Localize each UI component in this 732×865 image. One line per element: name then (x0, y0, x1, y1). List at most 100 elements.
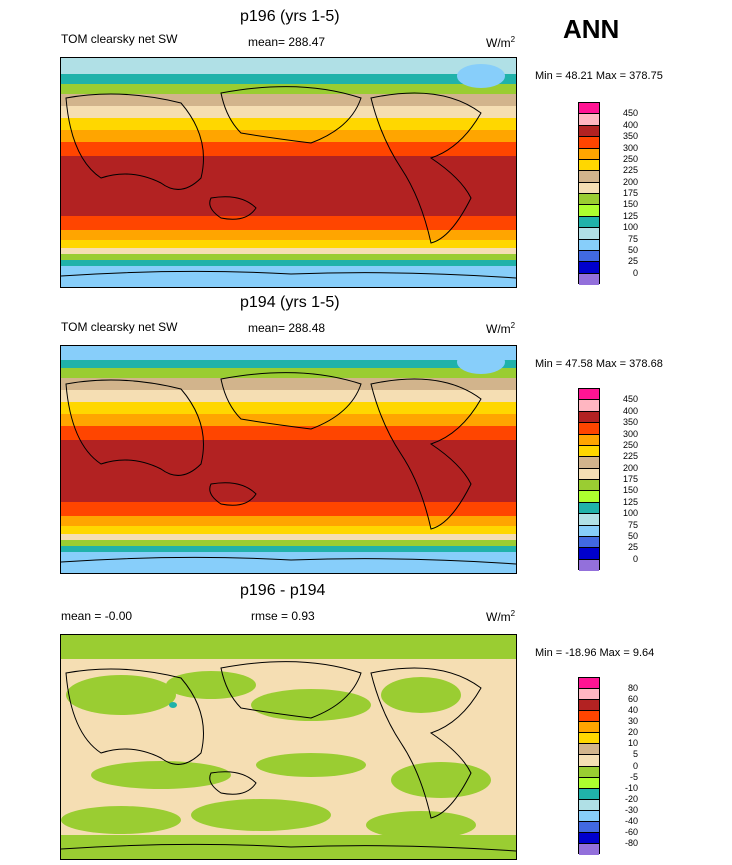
panel2-colorbar-label: 200 (622, 462, 638, 473)
panel1-colorbar-swatch (579, 194, 599, 206)
panel1-colorbar-swatch (579, 273, 599, 285)
panel1-units: W/m2 (486, 35, 516, 50)
panel1-colorbar-swatch (579, 228, 599, 240)
panel3-colorbar-swatch (579, 843, 599, 855)
panel2-title: p194 (yrs 1-5) (240, 294, 340, 311)
panel3-units: W/m2 (486, 609, 516, 624)
panel3-colorbar-label: 30 (627, 716, 638, 727)
panel1-colorbar-label: 400 (622, 119, 638, 130)
panel2-colorbar-swatch (579, 548, 599, 560)
panel2-colorbar-swatch (579, 457, 599, 469)
panel2-colorbar-label: 75 (627, 519, 638, 530)
panel1-minmax: Min = 48.21 Max = 378.75 (535, 70, 663, 82)
panel1-colorbar-label: 100 (622, 222, 638, 233)
panel2-colorbar-swatch (579, 434, 599, 446)
panel3-colorbar-label: -80 (624, 837, 638, 848)
panel1-colorbar-label: 300 (622, 142, 638, 153)
panel3-colorbar-label: -20 (624, 793, 638, 804)
panel1-colorbar-swatch (579, 262, 599, 274)
panel2-colorbar-label: 350 (622, 417, 638, 428)
panel1-mean: mean= 288.47 (248, 35, 326, 49)
panel3-rmse: rmse = 0.93 (251, 609, 315, 623)
panel1-colorbar-swatch (579, 239, 599, 251)
panel2-colorbar-swatch (579, 389, 599, 401)
panel2-colorbar-swatch (579, 514, 599, 526)
panel2-colorbar-label: 0 (632, 553, 638, 564)
panel3-colorbar-swatch (579, 810, 599, 822)
panel1-colorbar-label: 250 (622, 153, 638, 164)
panel2-mean: mean= 288.48 (248, 321, 326, 335)
panel3-colorbar (578, 677, 600, 855)
panel3-colorbar-swatch (579, 832, 599, 844)
panel1-colorbar (578, 102, 600, 285)
panel3-colorbar-swatch (579, 744, 599, 756)
panel1-colorbar-swatch (579, 250, 599, 263)
panel2-field (61, 346, 516, 573)
panel1-colorbar-label: 200 (622, 176, 638, 187)
panel1-variable: TOM clearsky net SW (61, 32, 178, 46)
panel3-colorbar-swatch (579, 777, 599, 789)
panel1-colorbar-swatch (579, 103, 599, 115)
panel3-map (60, 634, 517, 860)
panel3-colorbar-swatch (579, 766, 599, 778)
panel2-variable: TOM clearsky net SW (61, 320, 178, 334)
panel2-colorbar-swatch (579, 502, 599, 515)
panel3-field (61, 635, 516, 859)
panel3-mean: mean = -0.00 (61, 609, 133, 623)
panel2-colorbar-swatch (579, 468, 599, 480)
panel3-colorbar-label: -5 (629, 771, 638, 782)
panel2-colorbar-label: 450 (622, 394, 638, 405)
panel1-colorbar-label: 25 (627, 256, 638, 267)
panel2-colorbar-label: 300 (622, 428, 638, 439)
panel2-colorbar-swatch (579, 525, 599, 537)
panel3-colorbar-label: 20 (627, 727, 638, 738)
panel3-title: p196 - p194 (240, 582, 326, 599)
panel1-colorbar-swatch (579, 137, 599, 149)
panel2-colorbar-label: 400 (622, 405, 638, 416)
panel3-colorbar-label: 5 (632, 749, 638, 760)
panel1-colorbar-label: 150 (622, 199, 638, 210)
panel2-colorbar-label: 225 (622, 451, 638, 462)
panel2-colorbar-swatch (579, 559, 599, 571)
panel3-colorbar-label: -60 (624, 826, 638, 837)
panel3-colorbar-label: 0 (632, 760, 638, 771)
panel2-colorbar-swatch (579, 445, 599, 458)
panel1-colorbar-label: 225 (622, 165, 638, 176)
panel3-minmax: Min = -18.96 Max = 9.64 (535, 647, 655, 659)
panel2-colorbar-swatch (579, 536, 599, 549)
panel3-colorbar-label: 60 (627, 694, 638, 705)
panel2-colorbar-swatch (579, 491, 599, 503)
panel1-colorbar-label: 0 (632, 267, 638, 278)
panel2-colorbar-label: 50 (627, 530, 638, 541)
panel3-colorbar-swatch (579, 755, 599, 767)
panel1-colorbar-label: 50 (627, 244, 638, 255)
panel1-colorbar-label: 350 (622, 131, 638, 142)
panel2-colorbar-label: 100 (622, 508, 638, 519)
panel3-colorbar-label: 10 (627, 738, 638, 749)
panel2-map (60, 345, 517, 574)
panel3-colorbar-swatch (579, 821, 599, 833)
panel3-colorbar-swatch (579, 788, 599, 800)
panel1-colorbar-swatch (579, 171, 599, 183)
panel3-colorbar-swatch (579, 700, 599, 712)
panel3-colorbar-swatch (579, 733, 599, 745)
panel1-colorbar-swatch (579, 182, 599, 194)
panel3-colorbar-label: 80 (627, 683, 638, 694)
panel1-title: p196 (yrs 1-5) (240, 8, 340, 25)
panel1-colorbar-swatch (579, 216, 599, 229)
panel3-colorbar-swatch (579, 678, 599, 690)
panel2-minmax: Min = 47.58 Max = 378.68 (535, 358, 663, 370)
panel3-colorbar-swatch (579, 689, 599, 701)
panel3-colorbar-swatch (579, 799, 599, 811)
panel3-colorbar-label: -10 (624, 782, 638, 793)
panel1-map (60, 57, 517, 288)
panel2-units: W/m2 (486, 321, 516, 336)
panel1-colorbar-swatch (579, 205, 599, 217)
panel2-colorbar (578, 388, 600, 571)
panel1-colorbar-label: 75 (627, 233, 638, 244)
panel3-colorbar-label: -40 (624, 815, 638, 826)
panel1-colorbar-swatch (579, 148, 599, 160)
panel3-colorbar-label: 40 (627, 705, 638, 716)
panel2-colorbar-label: 25 (627, 542, 638, 553)
panel3-colorbar-label: -30 (624, 804, 638, 815)
